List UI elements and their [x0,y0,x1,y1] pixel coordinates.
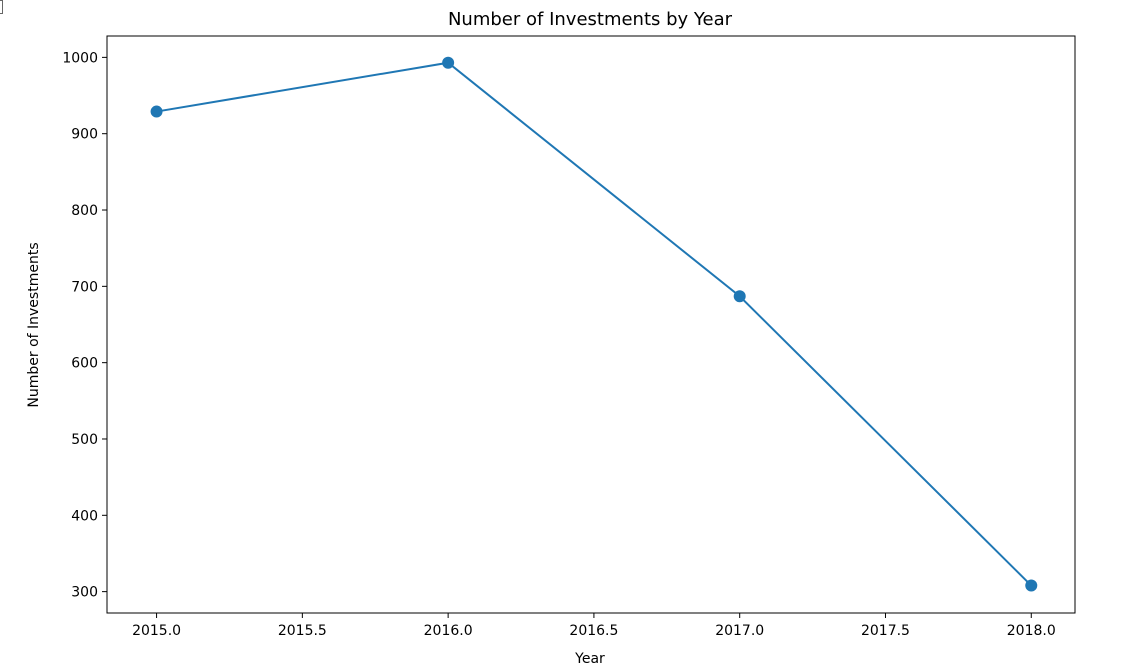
y-tick-label: 700 [71,279,98,295]
x-tick-label: 2015.0 [132,623,181,639]
data-point-marker [150,105,163,118]
y-tick-label: 900 [71,127,98,143]
chart-title: Number of Investments by Year [448,9,733,30]
y-tick-label: 800 [71,203,98,219]
y-tick-label: 500 [71,432,98,448]
y-tick-label: 1000 [62,50,98,66]
y-tick-label: 300 [71,585,98,601]
x-tick-label: 2015.5 [278,623,327,639]
data-point-marker [442,56,455,69]
y-axis-label: Number of Investments [26,242,42,407]
x-tick-label: 2017.0 [715,623,764,639]
x-tick-label: 2016.0 [424,623,473,639]
y-tick-label: 400 [71,508,98,524]
series-layer [150,56,1038,592]
data-point-marker [733,290,746,303]
data-point-marker [1025,579,1038,592]
y-axis-ticks: 300 400 500 600 700 800 900 1000 [62,50,107,601]
x-axis-ticks: 2015.0 2015.5 2016.0 2016.5 2017.0 2017.5 2018… [132,613,1056,639]
plot-area-frame [106,35,1076,614]
series-line [156,61,1032,587]
y-tick-label: 600 [71,356,98,372]
x-axis-label: Year [574,651,605,667]
x-tick-label: 2018.0 [1007,623,1056,639]
corner-bracket-artifact [0,0,3,14]
x-tick-label: 2016.5 [569,623,618,639]
x-tick-label: 2017.5 [861,623,910,639]
